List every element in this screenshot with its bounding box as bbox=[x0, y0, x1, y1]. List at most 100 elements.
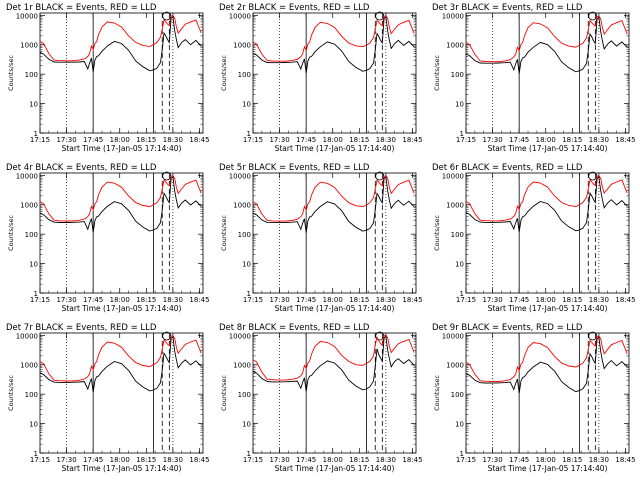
y-tick-label: 100 bbox=[451, 71, 464, 79]
y-tick-label: 100 bbox=[238, 71, 251, 79]
x-tick-label: 18:45 bbox=[615, 136, 635, 144]
y-tick-label: 10 bbox=[242, 261, 251, 269]
y-tick-label: 10 bbox=[242, 421, 251, 429]
x-tick-label: 18:15 bbox=[349, 136, 369, 144]
y-axis-label: Counts/sec bbox=[7, 215, 15, 251]
panel-title: Det 8r BLACK = Events, RED = LLD bbox=[219, 323, 370, 333]
x-tick-label: 18:00 bbox=[323, 136, 343, 144]
x-tick-label: 18:30 bbox=[163, 296, 183, 304]
series-events-line bbox=[465, 336, 628, 394]
y-axis-label: Counts/sec bbox=[433, 215, 441, 251]
y-axis-label: Counts/sec bbox=[220, 215, 228, 251]
x-tick-label: 18:15 bbox=[349, 296, 369, 304]
x-tick-label: 18:45 bbox=[615, 456, 635, 464]
y-tick-label: 1 bbox=[34, 290, 38, 298]
y-tick-label: 100 bbox=[238, 231, 251, 239]
series-lld-line bbox=[252, 175, 415, 222]
peak-circle-marker bbox=[375, 11, 385, 21]
panel-title: Det 5r BLACK = Events, RED = LLD bbox=[219, 163, 370, 173]
x-tick-label: 18:30 bbox=[376, 136, 396, 144]
y-tick-label: 10 bbox=[242, 101, 251, 109]
x-tick-label: 17:45 bbox=[509, 296, 529, 304]
plot-frame bbox=[465, 12, 630, 134]
y-tick-label: 10 bbox=[455, 101, 464, 109]
y-tick-label: 1000 bbox=[233, 202, 251, 210]
x-tick-label: 17:30 bbox=[56, 296, 76, 304]
series-lld-line bbox=[465, 335, 628, 382]
x-tick-label: 18:30 bbox=[589, 296, 609, 304]
plot-frame bbox=[252, 12, 417, 134]
x-tick-label: 17:45 bbox=[509, 136, 529, 144]
panel-det-6: Det 6r BLACK = Events, RED = LLD 1 10 100 10… bbox=[432, 163, 636, 313]
x-tick-label: 18:00 bbox=[110, 296, 130, 304]
y-tick-label: 1000 bbox=[446, 42, 464, 50]
x-axis-label: Start Time (17-Jan-05 17:14:40) bbox=[488, 144, 608, 153]
series-lld-line bbox=[39, 335, 202, 382]
x-tick-label: 17:45 bbox=[296, 296, 316, 304]
x-tick-label: 18:00 bbox=[536, 456, 556, 464]
y-tick-label: 1000 bbox=[446, 202, 464, 210]
x-tick-label: 17:15 bbox=[456, 136, 476, 144]
y-tick-label: 100 bbox=[451, 231, 464, 239]
x-tick-label: 17:15 bbox=[30, 456, 50, 464]
x-tick-label: 18:30 bbox=[589, 456, 609, 464]
x-tick-label: 17:30 bbox=[482, 296, 502, 304]
series-lld-line bbox=[252, 334, 415, 381]
y-tick-label: 10000 bbox=[16, 332, 38, 340]
x-tick-label: 18:15 bbox=[562, 136, 582, 144]
plot-frame bbox=[465, 332, 630, 454]
series-events-line bbox=[39, 15, 202, 72]
x-tick-label: 18:00 bbox=[536, 136, 556, 144]
y-tick-label: 1 bbox=[247, 290, 251, 298]
y-tick-label: 1 bbox=[34, 130, 38, 138]
y-tick-label: 10000 bbox=[229, 12, 251, 20]
series-lld-line bbox=[39, 15, 202, 62]
plot-frame bbox=[39, 172, 204, 294]
x-tick-label: 18:45 bbox=[189, 456, 209, 464]
panel-title: Det 9r BLACK = Events, RED = LLD bbox=[432, 323, 583, 333]
y-tick-label: 100 bbox=[25, 71, 38, 79]
x-tick-label: 18:15 bbox=[136, 296, 156, 304]
x-tick-label: 18:30 bbox=[163, 456, 183, 464]
x-tick-label: 18:00 bbox=[323, 296, 343, 304]
x-tick-label: 17:30 bbox=[269, 136, 289, 144]
panel-det-2: Det 2r BLACK = Events, RED = LLD 1 10 100 10… bbox=[219, 3, 423, 153]
y-tick-label: 10000 bbox=[442, 332, 464, 340]
plot-frame bbox=[252, 172, 417, 294]
y-axis-label: Counts/sec bbox=[433, 55, 441, 91]
x-axis-label: Start Time (17-Jan-05 17:14:40) bbox=[488, 304, 608, 313]
panel-title: Det 2r BLACK = Events, RED = LLD bbox=[219, 3, 370, 13]
series-events-line bbox=[465, 175, 628, 233]
plot-frame bbox=[465, 172, 630, 294]
y-tick-label: 1 bbox=[247, 450, 251, 458]
y-axis-label: Counts/sec bbox=[220, 375, 228, 411]
x-tick-label: 18:00 bbox=[536, 296, 556, 304]
series-events-line bbox=[39, 175, 202, 233]
y-tick-label: 10 bbox=[29, 261, 38, 269]
y-axis-label: Counts/sec bbox=[7, 55, 15, 91]
x-axis-label: Start Time (17-Jan-05 17:14:40) bbox=[488, 464, 608, 473]
panel-det-4: Det 4r BLACK = Events, RED = LLD 1 10 100 10… bbox=[6, 163, 210, 313]
x-axis-label: Start Time (17-Jan-05 17:14:40) bbox=[62, 304, 182, 313]
x-tick-label: 18:45 bbox=[402, 136, 422, 144]
panel-det-7: Det 7r BLACK = Events, RED = LLD 1 10 100 10… bbox=[6, 323, 210, 473]
panel-title: Det 1r BLACK = Events, RED = LLD bbox=[6, 3, 157, 13]
x-tick-label: 18:15 bbox=[562, 296, 582, 304]
series-events-line bbox=[252, 176, 415, 233]
x-tick-label: 18:15 bbox=[562, 456, 582, 464]
x-tick-label: 17:45 bbox=[296, 456, 316, 464]
panel-det-5: Det 5r BLACK = Events, RED = LLD 1 10 100 10… bbox=[219, 163, 423, 313]
x-axis-label: Start Time (17-Jan-05 17:14:40) bbox=[62, 144, 182, 153]
y-tick-label: 100 bbox=[238, 391, 251, 399]
x-tick-label: 18:30 bbox=[376, 296, 396, 304]
x-axis-label: Start Time (17-Jan-05 17:14:40) bbox=[275, 304, 395, 313]
y-tick-label: 100 bbox=[25, 231, 38, 239]
y-tick-label: 10 bbox=[455, 261, 464, 269]
x-tick-label: 18:00 bbox=[110, 136, 130, 144]
panel-title: Det 6r BLACK = Events, RED = LLD bbox=[432, 163, 583, 173]
x-tick-label: 17:15 bbox=[243, 456, 263, 464]
y-tick-label: 1000 bbox=[20, 362, 38, 370]
y-tick-label: 1000 bbox=[233, 42, 251, 50]
series-events-line bbox=[252, 16, 415, 73]
